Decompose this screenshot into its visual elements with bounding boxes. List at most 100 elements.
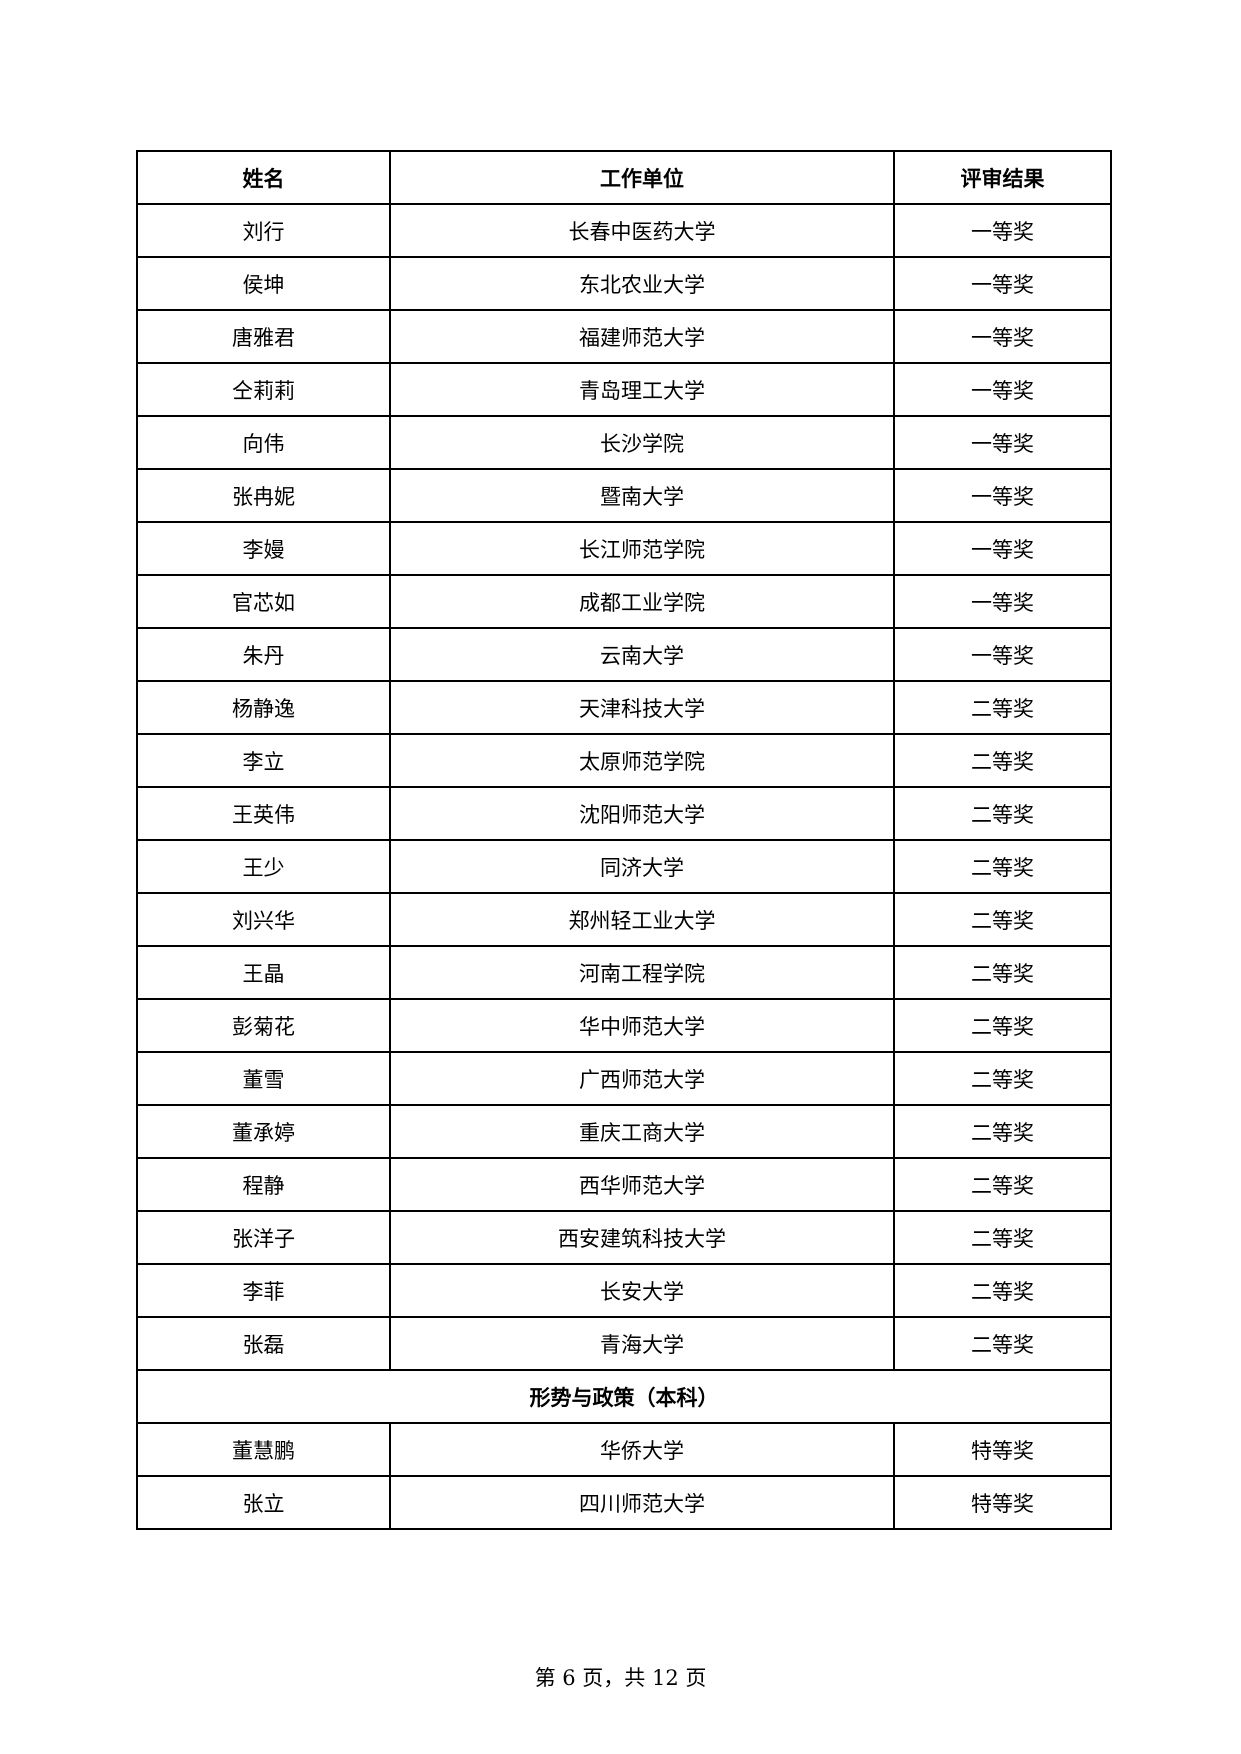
cell-name: 程静 bbox=[136, 1157, 391, 1212]
cell-result: 一等奖 bbox=[893, 415, 1112, 470]
cell-unit: 华中师范大学 bbox=[389, 998, 895, 1053]
cell-unit: 云南大学 bbox=[389, 627, 895, 682]
cell-unit: 重庆工商大学 bbox=[389, 1104, 895, 1159]
cell-unit: 天津科技大学 bbox=[389, 680, 895, 735]
table-row: 王少 同济大学 二等奖 bbox=[136, 839, 1112, 894]
cell-name: 王英伟 bbox=[136, 786, 391, 841]
cell-result: 二等奖 bbox=[893, 1051, 1112, 1106]
cell-result: 一等奖 bbox=[893, 203, 1112, 258]
table-row: 王英伟 沈阳师范大学 二等奖 bbox=[136, 786, 1112, 841]
cell-name: 张洋子 bbox=[136, 1210, 391, 1265]
table-row: 唐雅君 福建师范大学 一等奖 bbox=[136, 309, 1112, 364]
table-row: 刘兴华 郑州轻工业大学 二等奖 bbox=[136, 892, 1112, 947]
cell-name: 李嫚 bbox=[136, 521, 391, 576]
cell-unit: 长春中医药大学 bbox=[389, 203, 895, 258]
cell-name: 刘兴华 bbox=[136, 892, 391, 947]
table-row: 刘行 长春中医药大学 一等奖 bbox=[136, 203, 1112, 258]
cell-unit: 华侨大学 bbox=[389, 1422, 895, 1477]
section-title: 形势与政策（本科） bbox=[136, 1369, 1112, 1424]
cell-name: 彭菊花 bbox=[136, 998, 391, 1053]
cell-result: 二等奖 bbox=[893, 1210, 1112, 1265]
cell-name: 董雪 bbox=[136, 1051, 391, 1106]
cell-result: 二等奖 bbox=[893, 839, 1112, 894]
cell-name: 李菲 bbox=[136, 1263, 391, 1318]
cell-unit: 河南工程学院 bbox=[389, 945, 895, 1000]
table-row: 李菲 长安大学 二等奖 bbox=[136, 1263, 1112, 1318]
cell-unit: 福建师范大学 bbox=[389, 309, 895, 364]
cell-name: 张立 bbox=[136, 1475, 391, 1530]
cell-unit: 青海大学 bbox=[389, 1316, 895, 1371]
table-row: 张洋子 西安建筑科技大学 二等奖 bbox=[136, 1210, 1112, 1265]
table-row: 仝莉莉 青岛理工大学 一等奖 bbox=[136, 362, 1112, 417]
header-result: 评审结果 bbox=[893, 150, 1112, 205]
table-row: 张立 四川师范大学 特等奖 bbox=[136, 1475, 1112, 1530]
table-row: 张磊 青海大学 二等奖 bbox=[136, 1316, 1112, 1371]
cell-result: 一等奖 bbox=[893, 309, 1112, 364]
table-row: 程静 西华师范大学 二等奖 bbox=[136, 1157, 1112, 1212]
cell-result: 二等奖 bbox=[893, 1316, 1112, 1371]
cell-result: 特等奖 bbox=[893, 1422, 1112, 1477]
cell-unit: 东北农业大学 bbox=[389, 256, 895, 311]
cell-result: 一等奖 bbox=[893, 574, 1112, 629]
cell-name: 朱丹 bbox=[136, 627, 391, 682]
cell-unit: 广西师范大学 bbox=[389, 1051, 895, 1106]
table-row: 董承婷 重庆工商大学 二等奖 bbox=[136, 1104, 1112, 1159]
cell-result: 一等奖 bbox=[893, 468, 1112, 523]
header-unit: 工作单位 bbox=[389, 150, 895, 205]
cell-result: 一等奖 bbox=[893, 256, 1112, 311]
cell-unit: 四川师范大学 bbox=[389, 1475, 895, 1530]
cell-result: 一等奖 bbox=[893, 521, 1112, 576]
cell-name: 唐雅君 bbox=[136, 309, 391, 364]
cell-unit: 同济大学 bbox=[389, 839, 895, 894]
section-row: 形势与政策（本科） bbox=[136, 1369, 1112, 1424]
cell-name: 董慧鹏 bbox=[136, 1422, 391, 1477]
table-row: 张冉妮 暨南大学 一等奖 bbox=[136, 468, 1112, 523]
cell-result: 二等奖 bbox=[893, 1104, 1112, 1159]
awards-table: 姓名 工作单位 评审结果 刘行 长春中医药大学 一等奖 侯坤 东北农业大学 一等奖 唐雅君福… bbox=[136, 150, 1112, 1530]
table-row: 董雪 广西师范大学 二等奖 bbox=[136, 1051, 1112, 1106]
cell-unit: 成都工业学院 bbox=[389, 574, 895, 629]
table-row: 王晶 河南工程学院 二等奖 bbox=[136, 945, 1112, 1000]
table-row: 彭菊花 华中师范大学 二等奖 bbox=[136, 998, 1112, 1053]
cell-unit: 长沙学院 bbox=[389, 415, 895, 470]
cell-name: 王少 bbox=[136, 839, 391, 894]
cell-name: 李立 bbox=[136, 733, 391, 788]
cell-name: 刘行 bbox=[136, 203, 391, 258]
cell-result: 二等奖 bbox=[893, 733, 1112, 788]
cell-result: 二等奖 bbox=[893, 786, 1112, 841]
header-name: 姓名 bbox=[136, 150, 391, 205]
table-row: 向伟 长沙学院 一等奖 bbox=[136, 415, 1112, 470]
cell-unit: 长安大学 bbox=[389, 1263, 895, 1318]
table-row: 侯坤 东北农业大学 一等奖 bbox=[136, 256, 1112, 311]
table-row: 朱丹 云南大学 一等奖 bbox=[136, 627, 1112, 682]
table-row: 董慧鹏 华侨大学 特等奖 bbox=[136, 1422, 1112, 1477]
cell-name: 侯坤 bbox=[136, 256, 391, 311]
cell-name: 仝莉莉 bbox=[136, 362, 391, 417]
table-row: 杨静逸 天津科技大学 二等奖 bbox=[136, 680, 1112, 735]
cell-unit: 青岛理工大学 bbox=[389, 362, 895, 417]
cell-name: 杨静逸 bbox=[136, 680, 391, 735]
cell-result: 一等奖 bbox=[893, 627, 1112, 682]
cell-unit: 长江师范学院 bbox=[389, 521, 895, 576]
table-row: 官芯如 成都工业学院 一等奖 bbox=[136, 574, 1112, 629]
cell-unit: 暨南大学 bbox=[389, 468, 895, 523]
page-number: 第 6 页，共 12 页 bbox=[534, 1666, 707, 1690]
cell-name: 官芯如 bbox=[136, 574, 391, 629]
table-row: 李嫚 长江师范学院 一等奖 bbox=[136, 521, 1112, 576]
cell-result: 二等奖 bbox=[893, 892, 1112, 947]
cell-result: 二等奖 bbox=[893, 680, 1112, 735]
cell-result: 特等奖 bbox=[893, 1475, 1112, 1530]
cell-result: 二等奖 bbox=[893, 1157, 1112, 1212]
cell-name: 张冉妮 bbox=[136, 468, 391, 523]
cell-unit: 西华师范大学 bbox=[389, 1157, 895, 1212]
cell-unit: 太原师范学院 bbox=[389, 733, 895, 788]
cell-result: 一等奖 bbox=[893, 362, 1112, 417]
cell-name: 董承婷 bbox=[136, 1104, 391, 1159]
cell-result: 二等奖 bbox=[893, 1263, 1112, 1318]
cell-result: 二等奖 bbox=[893, 945, 1112, 1000]
cell-name: 王晶 bbox=[136, 945, 391, 1000]
cell-unit: 西安建筑科技大学 bbox=[389, 1210, 895, 1265]
cell-unit: 沈阳师范大学 bbox=[389, 786, 895, 841]
table-header-row: 姓名 工作单位 评审结果 bbox=[136, 150, 1112, 205]
cell-unit: 郑州轻工业大学 bbox=[389, 892, 895, 947]
